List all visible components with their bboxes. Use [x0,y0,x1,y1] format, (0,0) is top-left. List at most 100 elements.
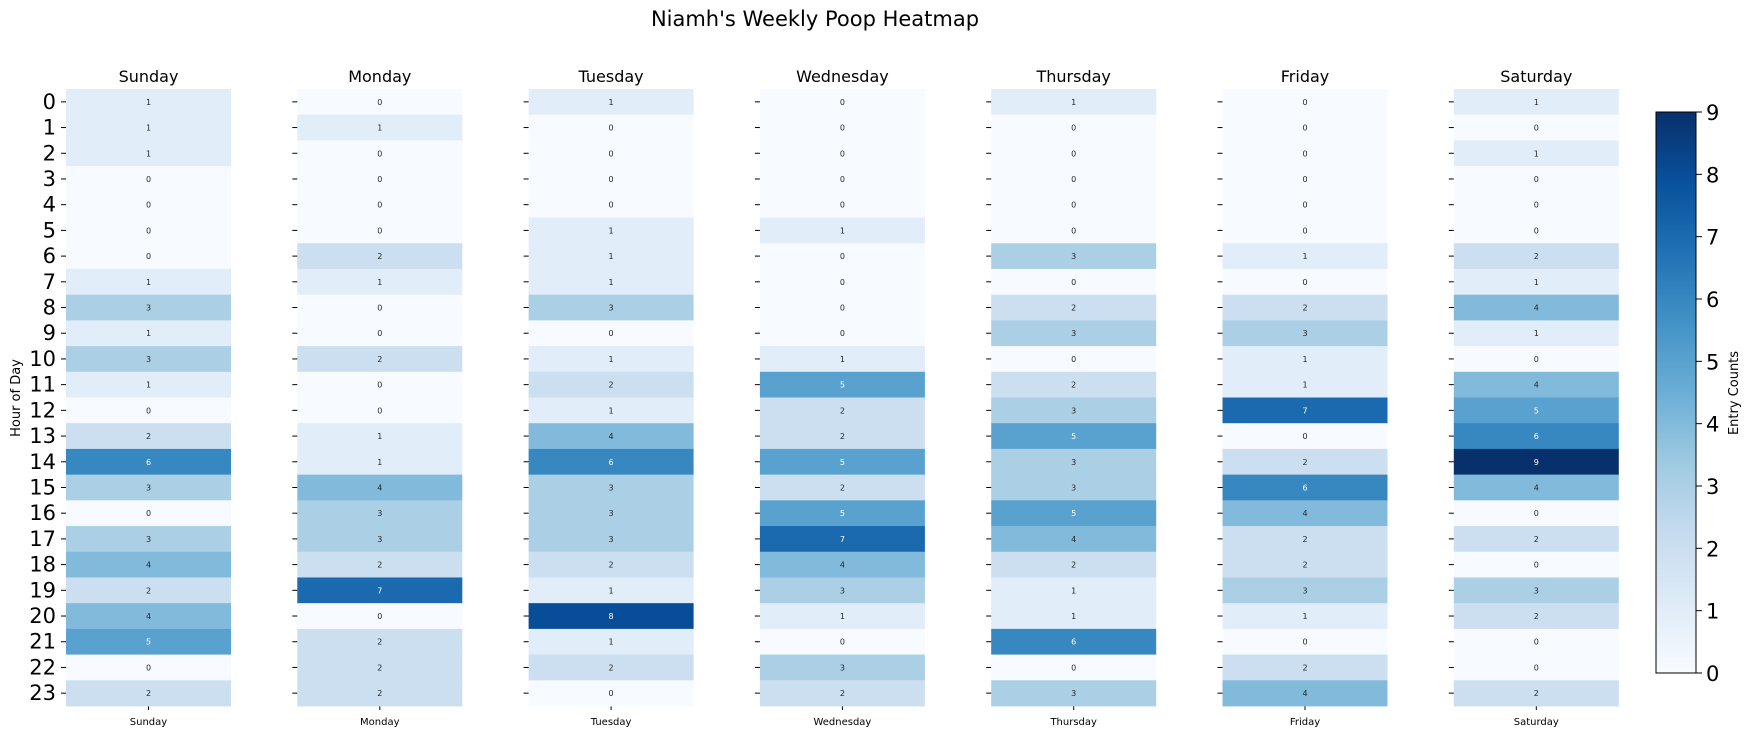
heatmap-cell [66,140,231,167]
heatmap-cell [528,654,694,681]
hour-tick-label: 16 [29,501,56,525]
heatmap-cell [297,448,463,476]
heatmap-cell [297,114,463,141]
heatmap-cell [991,89,1157,116]
cell-value-label: 2 [609,663,614,672]
cell-value-label: 0 [377,304,382,313]
cell-value-label: 0 [840,329,845,338]
colorbar-tick-label: 0 [1706,662,1719,686]
heatmap-cell [1222,603,1388,630]
heatmap-cell [66,474,231,501]
heatmap-cell [1453,551,1619,578]
cell-value-label: 2 [1534,689,1539,698]
cell-value-label: 4 [146,612,151,621]
heatmap-cell [1222,474,1388,501]
cell-value-label: 6 [1534,432,1539,441]
cell-value-label: 3 [609,483,614,492]
cell-value-label: 3 [1071,252,1076,261]
colorbar-tick-label: 8 [1706,163,1719,187]
heatmap-cell [66,294,231,321]
cell-value-label: 0 [146,509,151,518]
hour-tick-label: 1 [43,116,56,140]
heatmap-cell [297,191,463,218]
heatmap-cell [66,217,231,244]
heatmap-cell [1453,89,1619,116]
cell-value-label: 1 [609,226,614,235]
cell-value-label: 0 [1534,509,1539,518]
heatmap-cell [991,243,1157,270]
heatmap-cell [1453,680,1619,707]
heatmap-cell [66,526,231,553]
cell-value-label: 2 [609,381,614,390]
heatmap-cell [297,603,463,630]
cell-value-label: 0 [377,381,382,390]
heatmap-cell [1453,474,1619,501]
heatmap-cell [297,166,463,193]
heatmap-cell [759,268,925,296]
heatmap-cell [528,217,694,244]
x-tick-label: Thursday [1049,717,1097,728]
heatmap-cell [991,628,1157,655]
cell-value-label: 6 [609,458,614,467]
cell-value-label: 1 [609,98,614,107]
cell-value-label: 2 [377,638,382,647]
cell-value-label: 1 [1071,98,1076,107]
heatmap-cell [991,320,1157,347]
cell-value-label: 0 [1302,98,1307,107]
hour-tick-label: 17 [29,527,56,551]
cell-value-label: 0 [840,124,845,133]
cell-value-label: 3 [840,663,845,672]
cell-value-label: 1 [840,612,845,621]
cell-value-label: 2 [146,432,151,441]
heatmap-cell [297,346,463,373]
heatmap-cell [991,577,1157,604]
heatmap-cell [991,371,1157,398]
heatmap-cell [297,89,463,116]
heatmap-cell [528,268,694,296]
heatmap-cell [66,397,231,424]
cell-value-label: 6 [1071,638,1076,647]
heatmap-cell [1222,294,1388,321]
x-tick-label: Monday [360,717,400,728]
day-panel-saturday: Saturday Saturday 1 0 1 0 0 0 2 1 4 1 0 4 5 6 9 4 0 2 0 3 2 0 0 2 [1448,67,1619,728]
cell-value-label: 3 [146,483,151,492]
heatmap-cell [528,448,694,476]
heatmap-cell [1222,500,1388,527]
heatmap-cell [759,474,925,501]
cell-value-label: 1 [146,381,151,390]
heatmap-cell [66,603,231,630]
heatmap-cell [528,474,694,501]
heatmap-cell [991,397,1157,424]
heatmap-cell [759,114,925,141]
heatmap-cell [759,320,925,347]
heatmap-cell [759,217,925,244]
cell-value-label: 0 [146,175,151,184]
hour-tick-label: 20 [29,604,56,628]
cell-value-label: 3 [1071,406,1076,415]
heatmap-cell [1453,577,1619,604]
heatmap-cell [297,320,463,347]
cell-value-label: 1 [377,458,382,467]
heatmap-cell [759,423,925,450]
heatmap-cell [528,680,694,707]
heatmap-cell [528,423,694,450]
hour-tick-label: 15 [29,475,56,499]
cell-value-label: 0 [146,201,151,210]
heatmap-cell [528,294,694,321]
y-axis-label: Hour of Day [9,359,24,437]
cell-value-label: 0 [377,201,382,210]
cell-value-label: 3 [1302,586,1307,595]
cell-value-label: 0 [1302,638,1307,647]
cell-value-label: 5 [1071,432,1076,441]
heatmap-cell [66,166,231,193]
heatmap-cell [1222,680,1388,707]
colorbar-label: Entry Counts [1727,351,1742,435]
heatmap-cell [66,680,231,707]
heatmap-cell [528,371,694,398]
heatmap-cell [759,346,925,373]
heatmap-cell [297,680,463,707]
hour-tick-label: 19 [29,578,56,602]
x-tick-label: Saturday [1514,717,1559,728]
cell-value-label: 0 [146,252,151,261]
cell-value-label: 4 [1071,535,1076,544]
